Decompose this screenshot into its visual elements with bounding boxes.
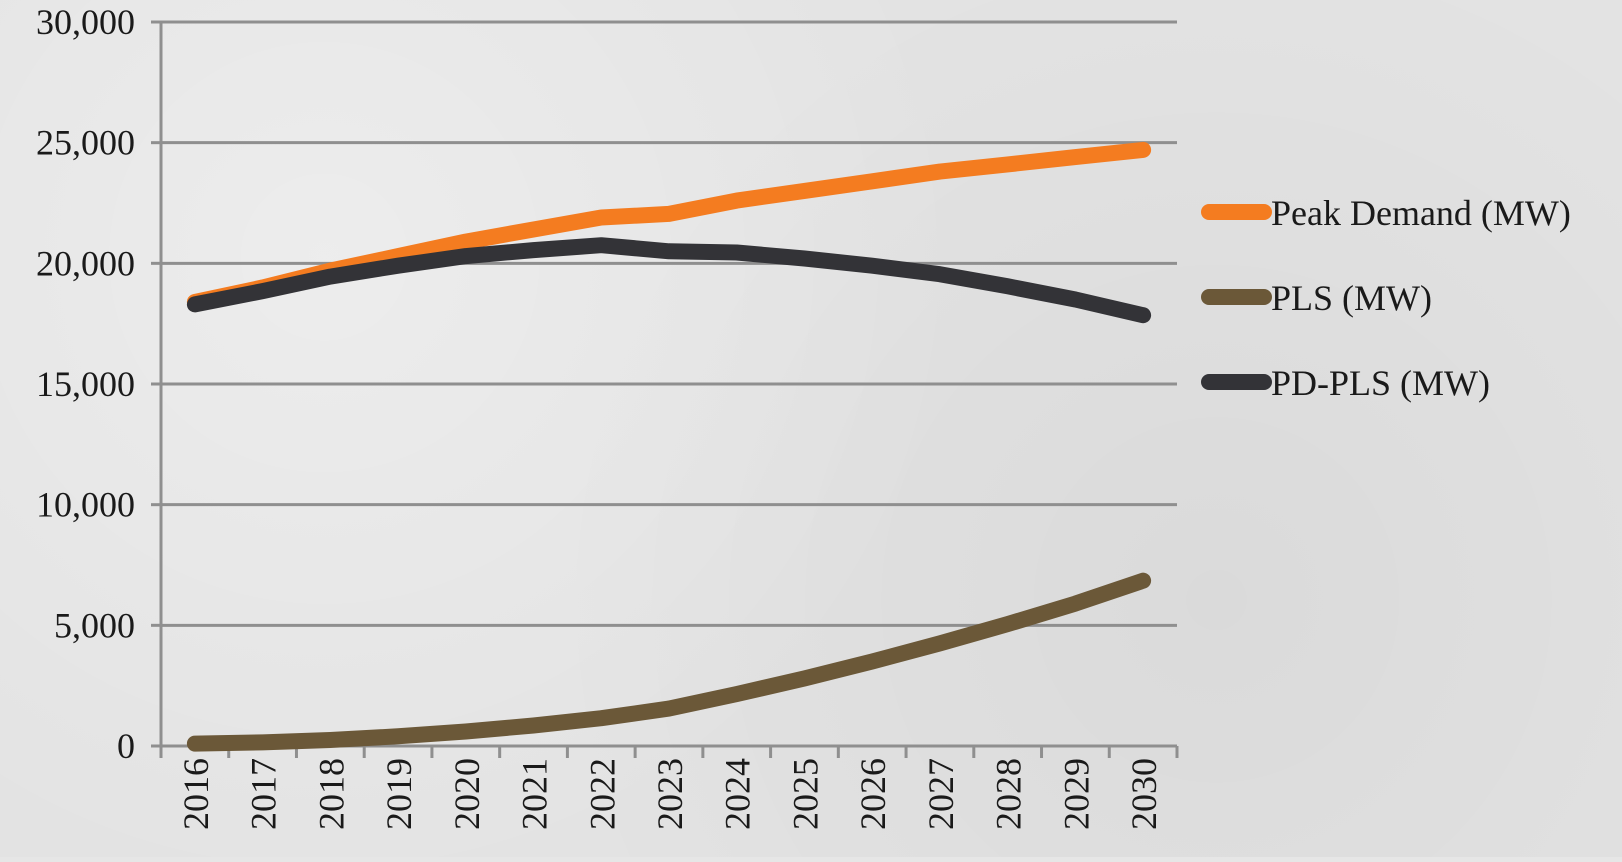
legend-label-2: PLS (MW) [1271, 278, 1432, 318]
x-tick-label: 2019 [379, 758, 419, 830]
x-tick-label: 2016 [176, 758, 216, 830]
y-tick-label: 30,000 [36, 2, 135, 42]
legend-label-1: Peak Demand (MW) [1271, 193, 1571, 233]
series-line-3 [186, 237, 1152, 324]
legend: Peak Demand (MW) PLS (MW) PD-PLS (MW) [1201, 193, 1571, 403]
x-tick-label: 2030 [1124, 758, 1164, 830]
y-tick-label: 20,000 [36, 243, 135, 283]
x-tick-label: 2028 [989, 758, 1029, 830]
x-tick-label: 2029 [1056, 758, 1096, 830]
x-tick-label: 2026 [853, 758, 893, 830]
x-tick-label: 2027 [921, 758, 961, 830]
y-tick-label: 10,000 [36, 485, 135, 525]
axes [151, 20, 1179, 758]
x-tick-label: 2017 [244, 758, 284, 830]
x-tick-label: 2024 [718, 758, 758, 830]
y-tick-label: 5,000 [54, 605, 135, 645]
x-tick-label: 2022 [582, 758, 622, 830]
y-axis-tick-labels: 0 5,000 10,000 15,000 20,000 25,000 30,000 [36, 2, 135, 766]
x-tick-label: 2020 [447, 758, 487, 830]
y-tick-label: 15,000 [36, 364, 135, 404]
y-tick-label: 25,000 [36, 123, 135, 163]
x-axis-tick-labels: 2016 2017 2018 2019 2020 2021 2022 2023 2024 2025… [176, 758, 1164, 830]
x-tick-label: 2021 [515, 758, 555, 830]
series-lines [186, 141, 1152, 752]
x-tick-label: 2023 [650, 758, 690, 830]
y-tick-label: 0 [117, 726, 135, 766]
x-tick-label: 2018 [311, 758, 351, 830]
legend-label-3: PD-PLS (MW) [1271, 363, 1490, 403]
gridlines [161, 20, 1177, 627]
x-tick-label: 2025 [785, 758, 825, 830]
series-line-2 [186, 572, 1152, 752]
